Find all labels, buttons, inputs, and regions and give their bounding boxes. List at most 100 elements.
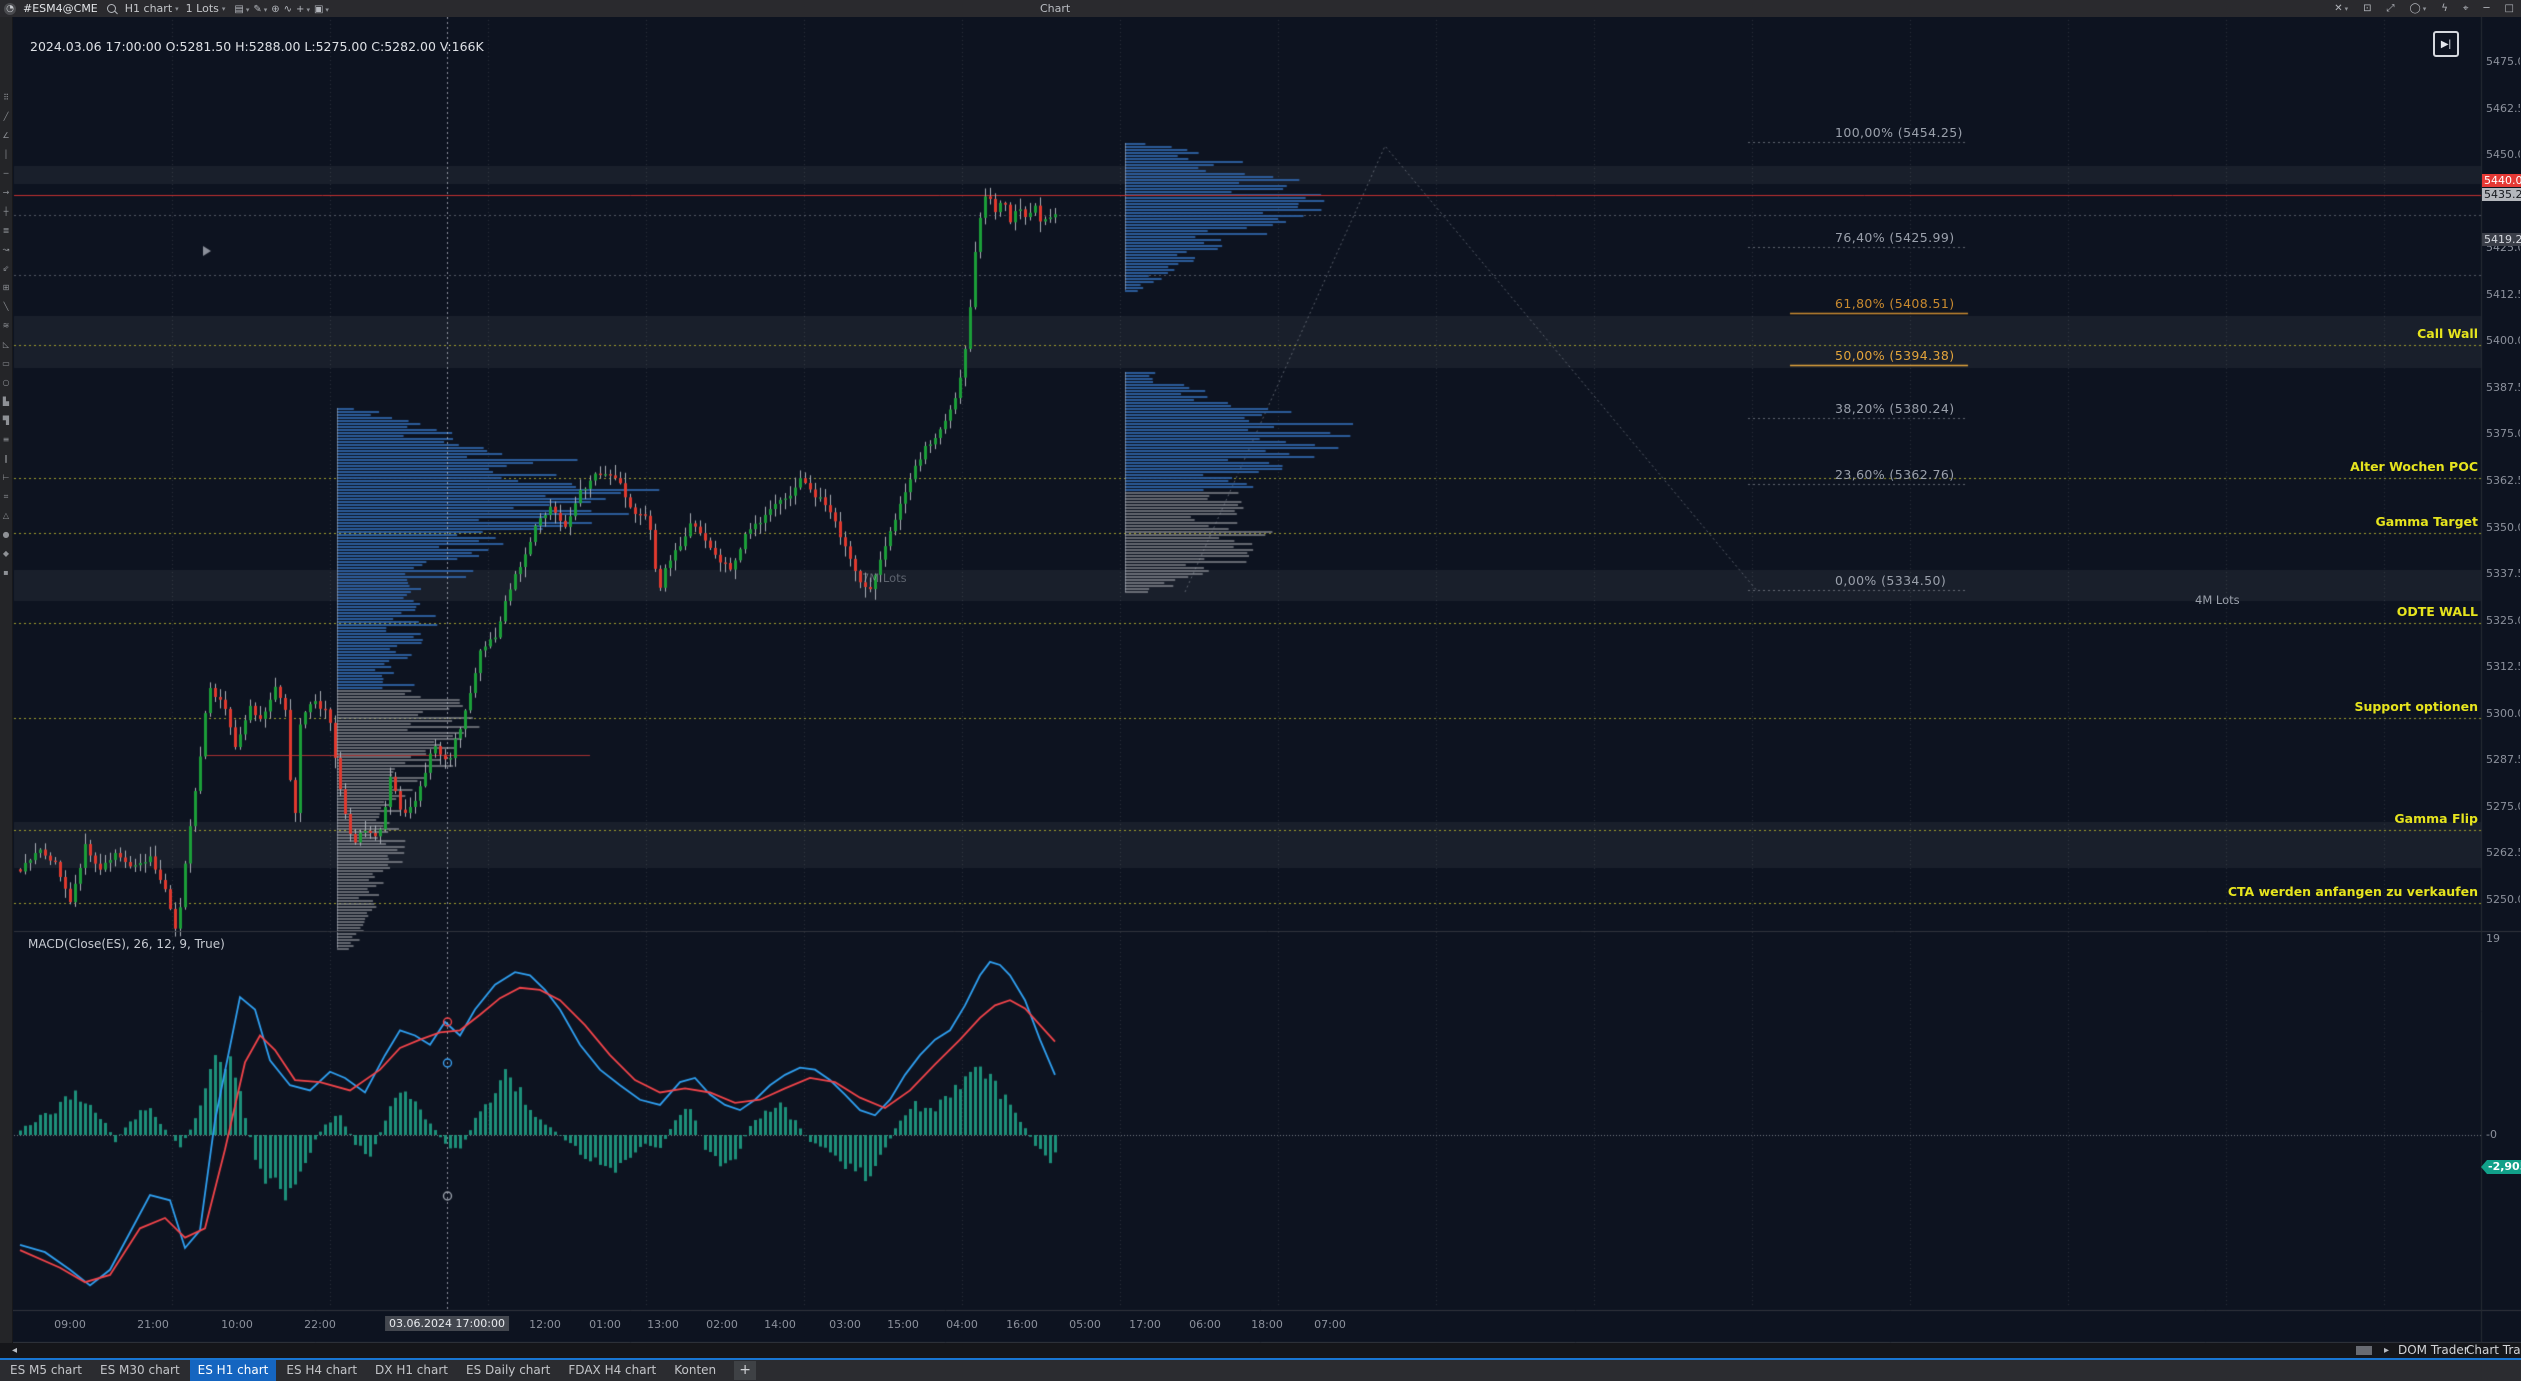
tab-es-daily-chart[interactable]: ES Daily chart xyxy=(466,1363,551,1377)
scrollbar-thumb[interactable] xyxy=(2356,1346,2372,1355)
fib-level-label: 61,80% (5408.51) xyxy=(1835,296,1955,311)
zoom-icon[interactable]: ⊕ xyxy=(271,4,280,15)
price-axis-label: 5450.00 xyxy=(2486,148,2520,162)
fib-level-label: 100,00% (5454.25) xyxy=(1835,125,1963,140)
diamond-icon[interactable]: ◆ xyxy=(2,549,10,558)
tab-dx-h1-chart[interactable]: DX H1 chart xyxy=(375,1363,448,1377)
time-axis-label: 15:00 xyxy=(887,1318,919,1331)
lots-annotation-left: 7M Lots xyxy=(862,571,907,585)
price-axis-label: 5262.50 xyxy=(2486,846,2520,860)
volume-profile-icon[interactable]: ▙ xyxy=(2,397,10,406)
fib-level-label: 50,00% (5394.38) xyxy=(1835,348,1955,363)
ruler-icon[interactable]: ⊞ xyxy=(2,283,10,292)
dot-icon[interactable]: ● xyxy=(2,530,10,539)
lots-select[interactable]: 1 Lots ▾ xyxy=(186,2,226,15)
scroll-left-icon[interactable]: ◂ xyxy=(12,1345,18,1356)
add-tab-button[interactable]: + xyxy=(734,1361,757,1380)
indicator-icon[interactable]: ∿ xyxy=(283,4,293,15)
option-level-label: ODTE WALL xyxy=(2396,604,2478,619)
tab-fdax-h4-chart[interactable]: FDAX H4 chart xyxy=(568,1363,657,1377)
option-level-label: Support optionen xyxy=(2354,699,2478,714)
time-axis-label: 04:00 xyxy=(946,1318,978,1331)
bottom-scrollbar[interactable]: ◂ ▸ DOM Trader Chart Trader xyxy=(0,1343,2521,1358)
shape-tool-icon[interactable]: ◯ ▾ xyxy=(2409,3,2427,14)
grid-icon[interactable]: ⌗ xyxy=(3,492,9,501)
time-axis-label: 14:00 xyxy=(764,1318,796,1331)
curve-icon[interactable]: ↝ xyxy=(2,245,10,254)
macd-value-tag: -2,905 xyxy=(2481,1160,2521,1174)
tab-es-h4-chart[interactable]: ES H4 chart xyxy=(286,1363,358,1377)
square-icon[interactable]: ▪ xyxy=(3,568,9,577)
arrows-icon[interactable]: ⇙ xyxy=(2,264,10,273)
trendline-icon[interactable]: ╱ xyxy=(3,112,9,121)
horizontal-line-icon[interactable]: ─ xyxy=(3,169,9,178)
levels-icon[interactable]: ≡ xyxy=(2,435,10,444)
time-axis-label: 13:00 xyxy=(647,1318,679,1331)
option-level-label: Gamma Target xyxy=(2375,514,2478,529)
screenshot-icon[interactable]: ⊡ xyxy=(2363,3,2372,14)
chevron-down-icon: ▾ xyxy=(306,5,310,14)
pin-icon[interactable]: ⌖ xyxy=(2462,3,2469,14)
time-axis-label: 06:00 xyxy=(1189,1318,1221,1331)
skip-to-end-button[interactable]: ▶| xyxy=(2433,31,2459,57)
ohlc-info: 2024.03.06 17:00:00 O:5281.50 H:5288.00 … xyxy=(30,39,484,54)
tab-konten[interactable]: Konten xyxy=(674,1363,717,1377)
chevron-down-icon: ▾ xyxy=(2344,4,2349,13)
maximize-button[interactable]: □ xyxy=(2504,3,2514,14)
top-toolbar: ◔ #ESM4@CME H1 chart ▾ 1 Lots ▾ ▤ ▾ ✎ ▾ ⊕ ∿ + ▾… xyxy=(0,0,2521,17)
chevron-down-icon: ▾ xyxy=(325,5,329,14)
price-axis-label: 5412.50 xyxy=(2486,287,2520,301)
minimize-button[interactable]: ─ xyxy=(2483,3,2490,14)
rectangle-icon[interactable]: ▭ xyxy=(2,359,10,368)
symbol-label[interactable]: #ESM4@CME xyxy=(23,2,98,15)
price-axis-label: 5362.50 xyxy=(2486,473,2520,487)
tab-es-h1-chart[interactable]: ES H1 chart xyxy=(189,1360,277,1381)
timeframe-select[interactable]: H1 chart ▾ xyxy=(125,2,179,15)
price-axis-label: 5275.00 xyxy=(2486,799,2520,813)
add-icon[interactable]: + ▾ xyxy=(296,4,310,15)
channel-icon[interactable]: ≋ xyxy=(2,321,10,330)
dom-trader-button[interactable]: DOM Trader xyxy=(2398,1343,2469,1357)
price-axis-label: 5462.50 xyxy=(2486,101,2520,115)
arrow-icon[interactable]: → xyxy=(2,188,10,197)
diagonal-icon[interactable]: ╲ xyxy=(3,302,9,311)
window-controls: ✕ ▾ ⊡ ⤢ ◯ ▾ ϟ ⌖ ─ □ xyxy=(2332,0,2516,17)
search-icon[interactable] xyxy=(105,4,118,13)
chart-trader-button[interactable]: Chart Trader xyxy=(2466,1343,2521,1357)
cross-line-icon[interactable]: ┼ xyxy=(3,207,9,216)
vertical-line-icon[interactable]: │ xyxy=(3,150,9,159)
pitchfork-icon[interactable]: △ xyxy=(2,511,10,520)
disconnect-icon[interactable]: ✕ ▾ xyxy=(2334,3,2349,14)
price-axis-box: 5435.25 xyxy=(2482,188,2521,201)
price-axis-label: 5300.00 xyxy=(2486,706,2520,720)
fib-level-label: 76,40% (5425.99) xyxy=(1835,230,1955,245)
chevron-down-icon: ▾ xyxy=(263,5,268,14)
fullscreen-icon[interactable]: ⤢ xyxy=(2386,3,2395,14)
tab-es-m5-chart[interactable]: ES M5 chart xyxy=(10,1363,83,1377)
time-axis-label: 18:00 xyxy=(1251,1318,1283,1331)
angle-icon[interactable]: ∠ xyxy=(2,131,10,140)
fib-level-label: 23,60% (5362.76) xyxy=(1835,467,1955,482)
panel-monitor-icon[interactable]: ▤ ▾ xyxy=(234,4,250,15)
time-axis-label: 12:00 xyxy=(529,1318,561,1331)
window-title: Chart xyxy=(1040,2,1071,15)
grid-dots-icon[interactable]: ⠿ xyxy=(3,93,9,102)
price-axis-label: 5350.00 xyxy=(2486,520,2520,534)
bars-icon[interactable]: ∥ xyxy=(4,454,8,463)
layout-icon[interactable]: ▣ ▾ xyxy=(313,4,329,15)
ellipse-icon[interactable]: ○ xyxy=(2,378,10,387)
price-axis-label: 5325.00 xyxy=(2486,613,2520,627)
parallel-lines-icon[interactable]: ≣ xyxy=(2,226,10,235)
draw-pencil-icon[interactable]: ✎ ▾ xyxy=(253,4,268,15)
time-axis-label: 21:00 xyxy=(137,1318,169,1331)
scroll-right-icon[interactable]: ▸ xyxy=(2384,1345,2390,1356)
volume-profile2-icon[interactable]: ▜ xyxy=(2,416,10,425)
tab-es-m30-chart[interactable]: ES M30 chart xyxy=(100,1363,180,1377)
time-axis-label: 01:00 xyxy=(589,1318,621,1331)
macd-indicator-label[interactable]: MACD(Close(ES), 26, 12, 9, True) xyxy=(28,937,225,951)
triangle-icon[interactable]: ◺ xyxy=(2,340,10,349)
time-axis-label: 17:00 xyxy=(1129,1318,1161,1331)
anchor-icon[interactable]: ⊢ xyxy=(2,473,10,482)
hotkeys-icon[interactable]: ϟ xyxy=(2441,3,2448,14)
